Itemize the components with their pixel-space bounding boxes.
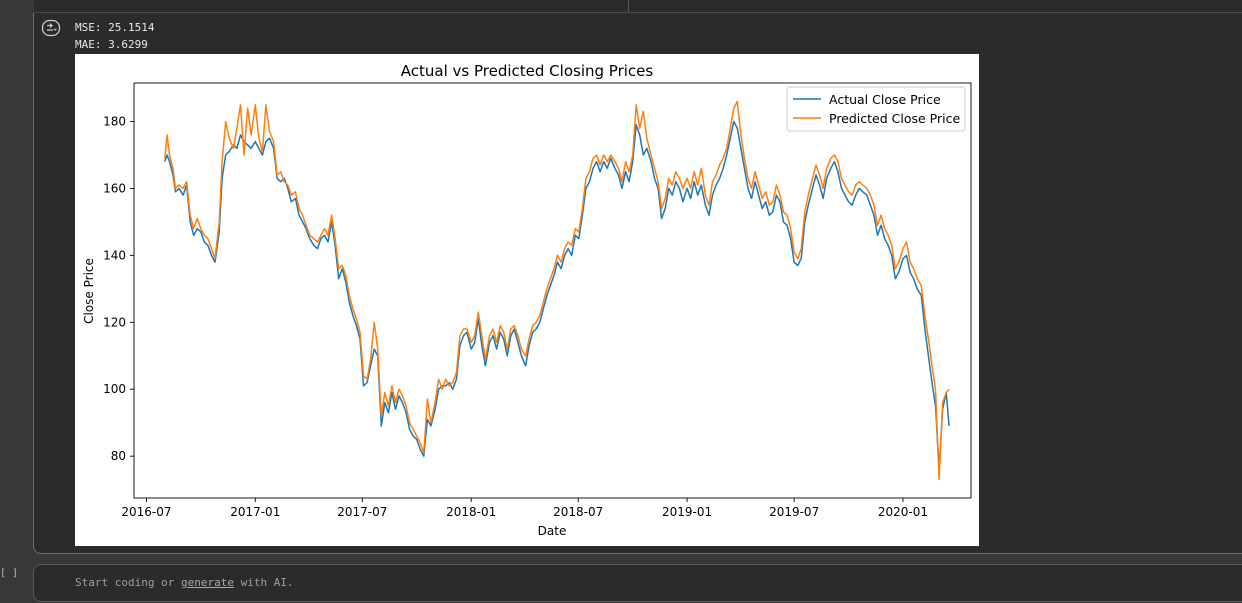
- x-tick-label: 2017-01: [230, 505, 280, 519]
- generate-link[interactable]: generate: [180, 576, 234, 589]
- x-tick-label: 2017-07: [337, 505, 387, 519]
- previous-cell-strip: [0, 0, 1242, 13]
- x-tick-label: 2018-01: [446, 505, 496, 519]
- y-axis: 80 100 120 140 160 180: [103, 114, 134, 463]
- series-line-predicted: [164, 100, 950, 481]
- execution-count-marker: [ ]: [0, 568, 19, 579]
- y-tick-label: 120: [103, 315, 126, 329]
- placeholder-end-text: with AI.: [233, 576, 294, 589]
- y-tick-label: 80: [111, 449, 126, 463]
- x-axis: 2016-07 2017-01 2017-07 2018-01 2018-07 2019-…: [121, 498, 928, 519]
- mae-output-line: MAE: 3.6299: [75, 38, 148, 51]
- chart-title: Actual vs Predicted Closing Prices: [401, 62, 654, 80]
- plot-frame: [133, 82, 972, 499]
- placeholder-start-text: Start coding or: [75, 576, 181, 589]
- x-tick-label: 2019-01: [662, 505, 712, 519]
- plot-image: Actual vs Predicted Closing Prices 2016-…: [75, 54, 979, 546]
- previous-cell-divider: [628, 0, 629, 12]
- y-tick-label: 140: [103, 248, 126, 262]
- y-tick-label: 100: [103, 382, 126, 396]
- mse-output-line: MSE: 25.1514: [75, 21, 155, 34]
- series-line-actual: [164, 120, 950, 471]
- series-lines: [164, 100, 950, 481]
- output-toggle-button[interactable]: [41, 19, 61, 37]
- legend-label-actual: Actual Close Price: [829, 92, 941, 107]
- previous-cell-bottom: [34, 0, 1242, 13]
- output-toggle-icon: [41, 19, 61, 37]
- x-tick-label: 2018-07: [553, 505, 603, 519]
- new-code-cell[interactable]: Start coding or generate with AI.: [33, 564, 1242, 602]
- y-axis-label: Close Price: [82, 258, 96, 324]
- line-chart: Actual vs Predicted Closing Prices 2016-…: [82, 62, 972, 538]
- legend-label-predicted: Predicted Close Price: [829, 111, 960, 126]
- y-tick-label: 180: [103, 114, 126, 128]
- x-axis-label: Date: [538, 524, 567, 538]
- code-cell-placeholder[interactable]: Start coding or generate with AI.: [75, 576, 294, 589]
- legend-box: [786, 86, 966, 132]
- x-tick-label: 2020-01: [878, 505, 928, 519]
- chart-legend: Actual Close Price Predicted Close Price: [786, 86, 966, 132]
- y-tick-label: 160: [103, 181, 126, 195]
- x-tick-label: 2019-07: [769, 505, 819, 519]
- x-tick-label: 2016-07: [121, 505, 171, 519]
